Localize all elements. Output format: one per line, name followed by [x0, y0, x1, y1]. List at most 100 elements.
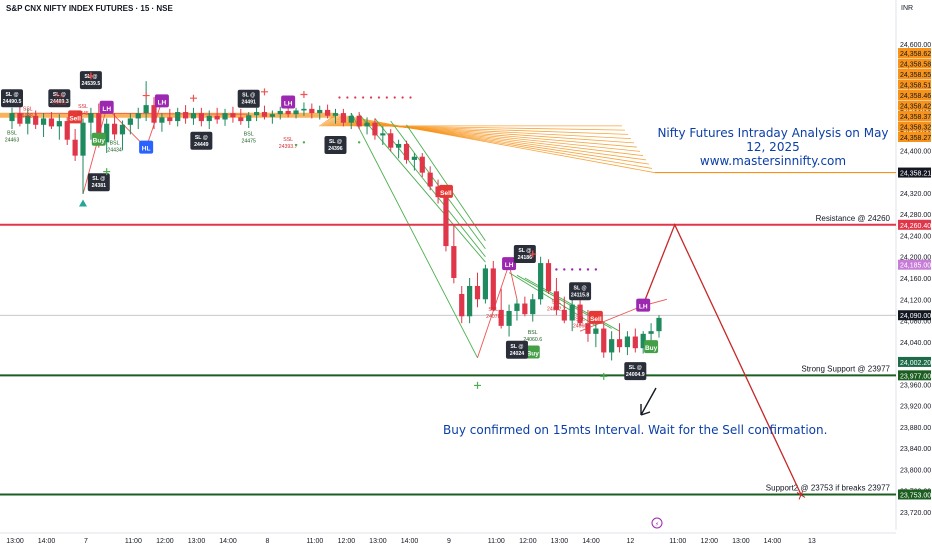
fan-price-badge-text: 24,358.42 [900, 104, 931, 111]
liquidity-label: SSL [283, 137, 293, 143]
candle [514, 299, 520, 321]
candle [119, 120, 126, 151]
candle-body [182, 112, 189, 119]
candle [80, 118, 86, 194]
candle-body [427, 172, 433, 187]
candle-body [48, 118, 55, 127]
plus-marker [189, 94, 197, 102]
x-tick-label: 12:00 [701, 538, 719, 545]
x-tick-label: 12:00 [519, 538, 537, 545]
candle-body [561, 309, 567, 321]
dot-marker [578, 268, 582, 271]
candle [396, 139, 402, 159]
candle-body [261, 112, 268, 117]
dot-marker [563, 268, 566, 271]
candle-body [56, 121, 62, 127]
dot-marker [586, 268, 590, 271]
candle-body [96, 113, 102, 143]
candle-body [175, 112, 181, 122]
candle-body [553, 291, 560, 310]
liquidity-label: 24092.2 [547, 307, 566, 313]
candle-body [104, 123, 110, 143]
candle [175, 107, 181, 127]
level-price-badge [898, 219, 931, 230]
candle [545, 259, 552, 294]
liquidity-label: BSL [244, 131, 254, 137]
candle-body [648, 331, 654, 334]
projection-end-mark [796, 490, 806, 500]
candle-body [380, 133, 386, 136]
x-tick-label: 11:00 [306, 538, 323, 545]
zigzag-line [106, 107, 147, 148]
candle [538, 256, 544, 305]
candle [348, 113, 354, 130]
candle [561, 296, 567, 324]
analysis-title-line2: www.mastersinnifty.com [699, 154, 847, 168]
candle [451, 224, 457, 284]
candle [238, 108, 244, 125]
sl-badge-text: SL @ [92, 176, 105, 182]
liquidity-label: 24060.6 [523, 337, 542, 343]
candle [17, 105, 23, 127]
candle-body [522, 303, 528, 315]
liquidity-label: 24475 [241, 138, 256, 144]
plus-marker [300, 90, 308, 98]
sl-badge-text: 24004.9 [626, 372, 645, 378]
candle [111, 113, 118, 140]
plus-marker [600, 372, 608, 380]
candle-body [301, 108, 307, 111]
candle [230, 106, 236, 123]
sl-badge-text: 24491 [241, 100, 256, 106]
fan-price-badge [898, 69, 931, 79]
fan-price-badge-text: 24,358.55 [900, 72, 931, 79]
candle [317, 105, 323, 120]
liquidity-label: 24078 [486, 314, 501, 320]
x-tick-label: 13:00 [369, 538, 387, 545]
signal-badge-text: LH [505, 262, 514, 269]
dot-marker [594, 268, 598, 271]
liquidity-label: 24463 [5, 137, 20, 143]
sl-badge-text: 24396 [328, 146, 343, 152]
projection-path [642, 223, 802, 495]
candle [585, 309, 591, 342]
liquidity-label: SSL [575, 317, 585, 323]
dot-marker [302, 141, 306, 144]
candle [506, 304, 512, 337]
dot-marker [570, 268, 574, 271]
sl-badge [190, 131, 213, 150]
y-tick-label: 24,160.00 [900, 276, 931, 283]
candle [64, 117, 70, 146]
candle-body [411, 156, 417, 160]
candle-body [514, 303, 520, 311]
signal-badge-text: Buy [93, 138, 106, 145]
liquidity-label: 24511 [52, 101, 66, 107]
sl-badge-text: 24539.5 [82, 81, 101, 87]
candle [388, 129, 394, 152]
signal-badge-sell [438, 184, 453, 198]
candle [403, 140, 410, 164]
signal-badge-lh [636, 298, 651, 312]
signal-badge-text: LH [102, 106, 111, 113]
candle-body [616, 339, 623, 348]
liquidity-label: 24060 [573, 324, 588, 330]
fan-price-badge [898, 111, 931, 121]
candle [261, 105, 268, 120]
fan-price-badge-text: 24,358.37 [900, 114, 931, 121]
candle-body [72, 139, 78, 156]
candle-body [293, 110, 299, 115]
fan-price-badge [898, 132, 931, 142]
dot-marker [362, 96, 365, 99]
candle [443, 193, 449, 252]
sl-badge-text: SL @ [518, 248, 531, 254]
level-label: Support2 @ 23753 if breaks 23977 [766, 483, 891, 492]
event-icon [651, 517, 663, 529]
candle-body [135, 113, 141, 119]
candle-body [403, 143, 410, 160]
candle-body [111, 123, 118, 135]
candle [553, 277, 560, 316]
candle-body [143, 105, 149, 114]
candle [624, 331, 631, 356]
price-badge [898, 167, 931, 178]
candle-body [632, 336, 638, 349]
